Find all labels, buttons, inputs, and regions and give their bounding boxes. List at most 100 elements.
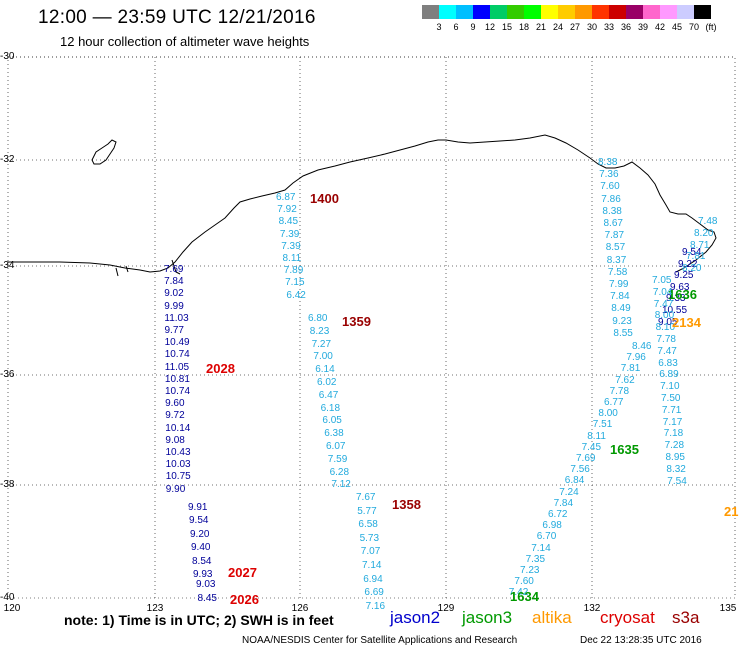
- swh-value: 6.14: [315, 364, 335, 376]
- swh-value: 7.50: [661, 393, 681, 404]
- swh-value: 7.71: [661, 404, 682, 416]
- colorbar-label: 36: [620, 22, 631, 32]
- swh-value: 7.04: [652, 286, 673, 298]
- swh-value: 6.05: [322, 415, 342, 427]
- note: note: 1) Time is in UTC; 2) SWH is in fe…: [64, 612, 334, 628]
- lat-label: -36: [0, 369, 15, 380]
- swh-value: 8.37: [606, 254, 627, 266]
- swh-value: 8.71: [690, 239, 710, 251]
- swh-value: 5.77: [357, 505, 377, 517]
- lat-label: -34: [0, 260, 15, 271]
- swh-value: 9.03: [196, 579, 216, 590]
- truncated-time-label: 21: [724, 504, 739, 519]
- swh-value: 8.20: [682, 263, 702, 275]
- swh-value: 9.25: [674, 270, 694, 282]
- swh-value: 7.84: [610, 291, 630, 303]
- swh-value: 7.23: [520, 565, 540, 576]
- swh-value: 9.20: [190, 528, 210, 540]
- satellite-s3a: s3a: [672, 608, 700, 627]
- pass-time-label: 1358: [392, 497, 421, 512]
- pass-time-label: 2027: [228, 565, 257, 580]
- pass-time-label: 2028: [206, 361, 235, 376]
- swh-value: 7.07: [360, 546, 381, 558]
- pass-time-label: 2026: [230, 592, 259, 607]
- swh-value: 6.83: [658, 357, 678, 369]
- swh-value: 7.99: [609, 279, 629, 290]
- swh-value: 7.81: [686, 251, 706, 263]
- pass-time-label: 1634: [510, 589, 539, 604]
- swh-value: 8.46: [632, 341, 652, 352]
- colorbar: [422, 5, 711, 19]
- swh-value: 8.11: [587, 430, 606, 442]
- colorbar-swatch: [490, 5, 507, 19]
- swh-value: 7.92: [277, 204, 297, 216]
- swh-value: 6.80: [308, 313, 328, 324]
- swh-value: 7.36: [599, 169, 619, 181]
- swh-value: 6.84: [564, 475, 585, 487]
- swh-value: 7.39: [281, 240, 301, 252]
- swh-value: 6.94: [363, 573, 383, 585]
- swh-value: 7.69: [164, 264, 184, 275]
- swh-value: 6.58: [358, 519, 378, 531]
- swh-value: 6.77: [604, 397, 624, 408]
- colorbar-label: 15: [501, 22, 512, 32]
- lat-label: -32: [0, 154, 15, 165]
- colorbar-swatch: [592, 5, 609, 19]
- swh-value: 10.81: [164, 373, 190, 385]
- colorbar-swatch: [422, 5, 439, 19]
- colorbar-label: 9: [470, 22, 476, 32]
- coastline-detail: [115, 259, 181, 277]
- swh-value: 10.03: [165, 459, 191, 471]
- swh-value: 7.78: [609, 385, 630, 397]
- lon-label: 123: [146, 603, 164, 614]
- colorbar-label: 12: [484, 22, 495, 32]
- swh-value: 7.81: [620, 363, 641, 375]
- colorbar-label: 30: [586, 22, 597, 32]
- swh-value: 7.58: [607, 266, 628, 278]
- lon-label: 135: [719, 603, 737, 614]
- swh-value: 7.84: [553, 497, 574, 509]
- swh-value: 7.48: [698, 216, 718, 227]
- lat-label: -40: [0, 592, 15, 603]
- lon-label: 132: [583, 603, 601, 614]
- swh-value: 8.45: [278, 216, 299, 228]
- swh-value: 8.38: [598, 157, 618, 168]
- swh-value: 6.42: [286, 289, 306, 301]
- swh-value: 6.07: [326, 441, 346, 452]
- swh-value: 9.23: [612, 315, 632, 327]
- swh-value: 7.67: [356, 492, 376, 503]
- pass-time-label: 2134: [672, 315, 701, 330]
- colorbar-swatch: [575, 5, 592, 19]
- colorbar-swatch: [456, 5, 473, 19]
- colorbar-swatch: [609, 5, 626, 19]
- swh-value: 6.70: [536, 531, 557, 543]
- colorbar-swatch: [541, 5, 558, 19]
- swh-value: 9.90: [165, 483, 186, 495]
- map-subtitle: 12 hour collection of altimeter wave hei…: [60, 34, 310, 49]
- lon-label: 126: [291, 603, 309, 614]
- colorbar-label: 3: [436, 22, 442, 32]
- swh-value: 7.62: [615, 374, 635, 386]
- swh-value: 9.60: [165, 398, 185, 410]
- swh-value: 7.14: [531, 542, 551, 554]
- swh-value: 9.91: [188, 502, 208, 513]
- swh-value: 8.38: [602, 205, 622, 217]
- colorbar-label: 6: [453, 22, 459, 32]
- swh-value: 10.75: [165, 471, 191, 483]
- swh-value: 11.03: [164, 312, 189, 324]
- swh-value: 8.45: [197, 593, 217, 604]
- colorbar-swatch: [473, 5, 490, 19]
- swh-value: 9.72: [165, 410, 185, 422]
- swh-value: 9.08: [165, 434, 185, 446]
- swh-value: 7.15: [285, 277, 305, 289]
- colorbar-label: 45: [671, 22, 682, 32]
- swh-value: 8.49: [611, 303, 631, 315]
- swh-value: 7.54: [667, 475, 687, 487]
- swh-value: 10.14: [165, 422, 191, 434]
- swh-value: 6.72: [548, 509, 568, 520]
- swh-value: 7.47: [657, 345, 677, 357]
- swh-value: 7.18: [663, 428, 684, 440]
- swh-value: 8.57: [605, 242, 626, 254]
- swh-value: 9.33: [666, 293, 686, 305]
- lon-label: 129: [437, 603, 455, 614]
